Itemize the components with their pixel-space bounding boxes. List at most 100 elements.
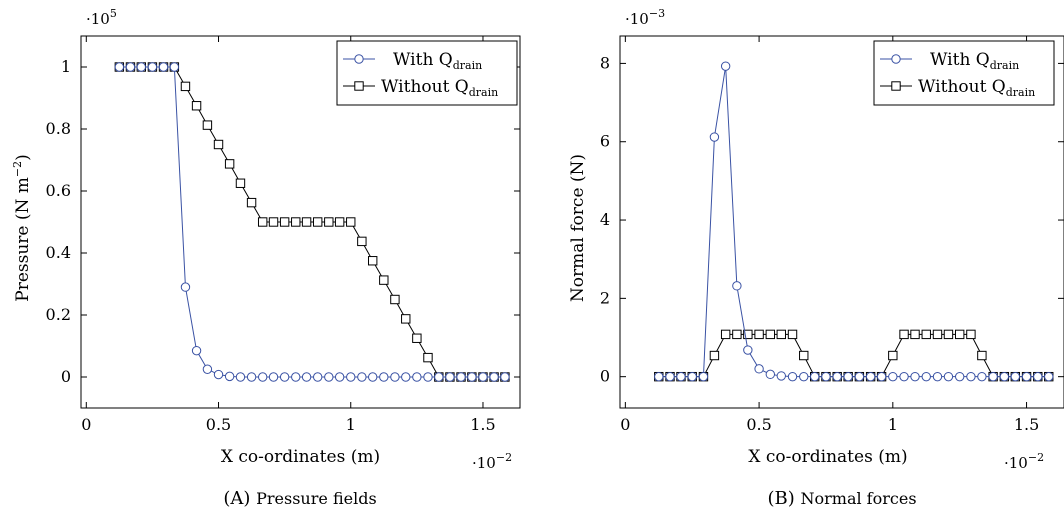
y-tick-label: 8 [600, 53, 610, 72]
y-axis-label-exponent: −2 [11, 161, 24, 177]
data-point [921, 329, 931, 340]
data-point [268, 217, 279, 227]
data-point [865, 371, 876, 382]
data-point [346, 217, 356, 227]
legend-subscript: drain [1006, 86, 1035, 99]
data-point [910, 329, 920, 340]
data-point [346, 372, 356, 382]
x-multiplier-base: ·10 [472, 454, 496, 472]
data-point [743, 345, 753, 355]
legend-name: Without Q [381, 77, 469, 97]
x-multiplier: ·10−2 [1004, 451, 1044, 472]
data-point [698, 371, 709, 382]
data-point [966, 371, 976, 382]
data-point [977, 350, 987, 361]
legend-name: Without Q [918, 77, 1006, 97]
y-tick-label: 0.2 [46, 305, 71, 324]
data-point [954, 371, 965, 382]
x-tick-label: 1.5 [470, 415, 495, 434]
data-point [246, 372, 257, 382]
y-axis-label-text: Normal force (N) [568, 154, 588, 302]
data-point [379, 275, 389, 285]
data-point [367, 256, 378, 266]
data-point [977, 371, 987, 382]
data-point [489, 372, 499, 382]
data-point [445, 372, 455, 382]
y-tick-label: 0 [600, 367, 610, 386]
data-point [291, 217, 301, 227]
y-tick-label: 0.6 [46, 181, 71, 200]
x-multiplier-exponent: −2 [1028, 451, 1044, 464]
data-point [279, 217, 290, 227]
legend-label: Without Qdrain [381, 77, 498, 99]
x-tick-label: 1 [888, 415, 898, 434]
normal-force-chart: 0 0.5 1 1.5 0 2 4 6 8 X co-ordinates (m) Normal fo… [568, 7, 1064, 509]
data-point [334, 372, 345, 382]
y-multiplier: ·10−3 [625, 7, 665, 28]
y-axis-label: Pressure (N m−2) [11, 154, 33, 302]
x-multiplier-base: ·10 [1004, 454, 1028, 472]
x-multiplier: ·10−2 [472, 451, 512, 472]
y-tick-label: 4 [600, 210, 610, 229]
data-point [257, 217, 268, 227]
x-tick-label: 0.5 [746, 415, 771, 434]
y-axis-label: Normal force (N) [568, 154, 588, 302]
data-point [743, 329, 753, 340]
data-point [279, 372, 290, 382]
data-point [202, 120, 213, 130]
data-point [158, 62, 169, 72]
legend-marker [891, 54, 901, 64]
x-tick-label: 0 [620, 415, 630, 434]
data-point [357, 372, 367, 382]
data-point [224, 159, 235, 169]
y-tick-label: 0.4 [46, 243, 71, 262]
legend-name: With Q [393, 50, 453, 70]
data-point [832, 371, 842, 382]
data-point [423, 352, 433, 363]
legend-label: Without Qdrain [918, 77, 1035, 99]
y-axis-label-text: Pressure (N m [13, 177, 33, 302]
y-multiplier: ·105 [86, 7, 117, 28]
legend-marker [354, 54, 364, 64]
data-point [213, 139, 224, 150]
legend-box [873, 40, 1055, 106]
data-point [500, 372, 510, 382]
data-point [687, 371, 697, 382]
panel-caption: (A) Pressure fields [223, 488, 376, 509]
data-point [357, 236, 367, 247]
caption-text: Normal forces [800, 489, 916, 508]
data-point [312, 217, 323, 227]
data-point [676, 371, 686, 382]
data-point [876, 371, 887, 382]
y-axis-label-tail: ) [13, 154, 33, 161]
data-point [180, 81, 191, 92]
x-tick-label: 0 [81, 415, 91, 434]
data-point [213, 369, 224, 380]
data-point [467, 372, 477, 382]
panel-caption: (B) Normal forces [767, 488, 916, 509]
y-multiplier-exponent: 5 [110, 7, 117, 20]
data-point [246, 197, 257, 208]
data-point [709, 350, 720, 361]
data-point [899, 329, 909, 340]
data-point [434, 372, 444, 382]
caption-letter: (A) [223, 488, 250, 509]
data-point [1010, 371, 1021, 382]
series-with-qdrain [654, 61, 1054, 382]
legend-subscript: drain [990, 59, 1019, 72]
data-point [765, 369, 776, 380]
y-multiplier-base: ·10 [86, 10, 110, 28]
data-point [799, 350, 809, 361]
x-multiplier-exponent: −2 [496, 451, 512, 464]
data-point [799, 371, 809, 382]
data-point [754, 329, 764, 340]
legend-label: With Qdrain [393, 50, 482, 72]
legend-subscript: drain [453, 59, 482, 72]
data-point [367, 372, 378, 382]
data-point [114, 62, 125, 72]
y-tick-label: 1 [61, 57, 71, 76]
data-point [125, 62, 136, 72]
